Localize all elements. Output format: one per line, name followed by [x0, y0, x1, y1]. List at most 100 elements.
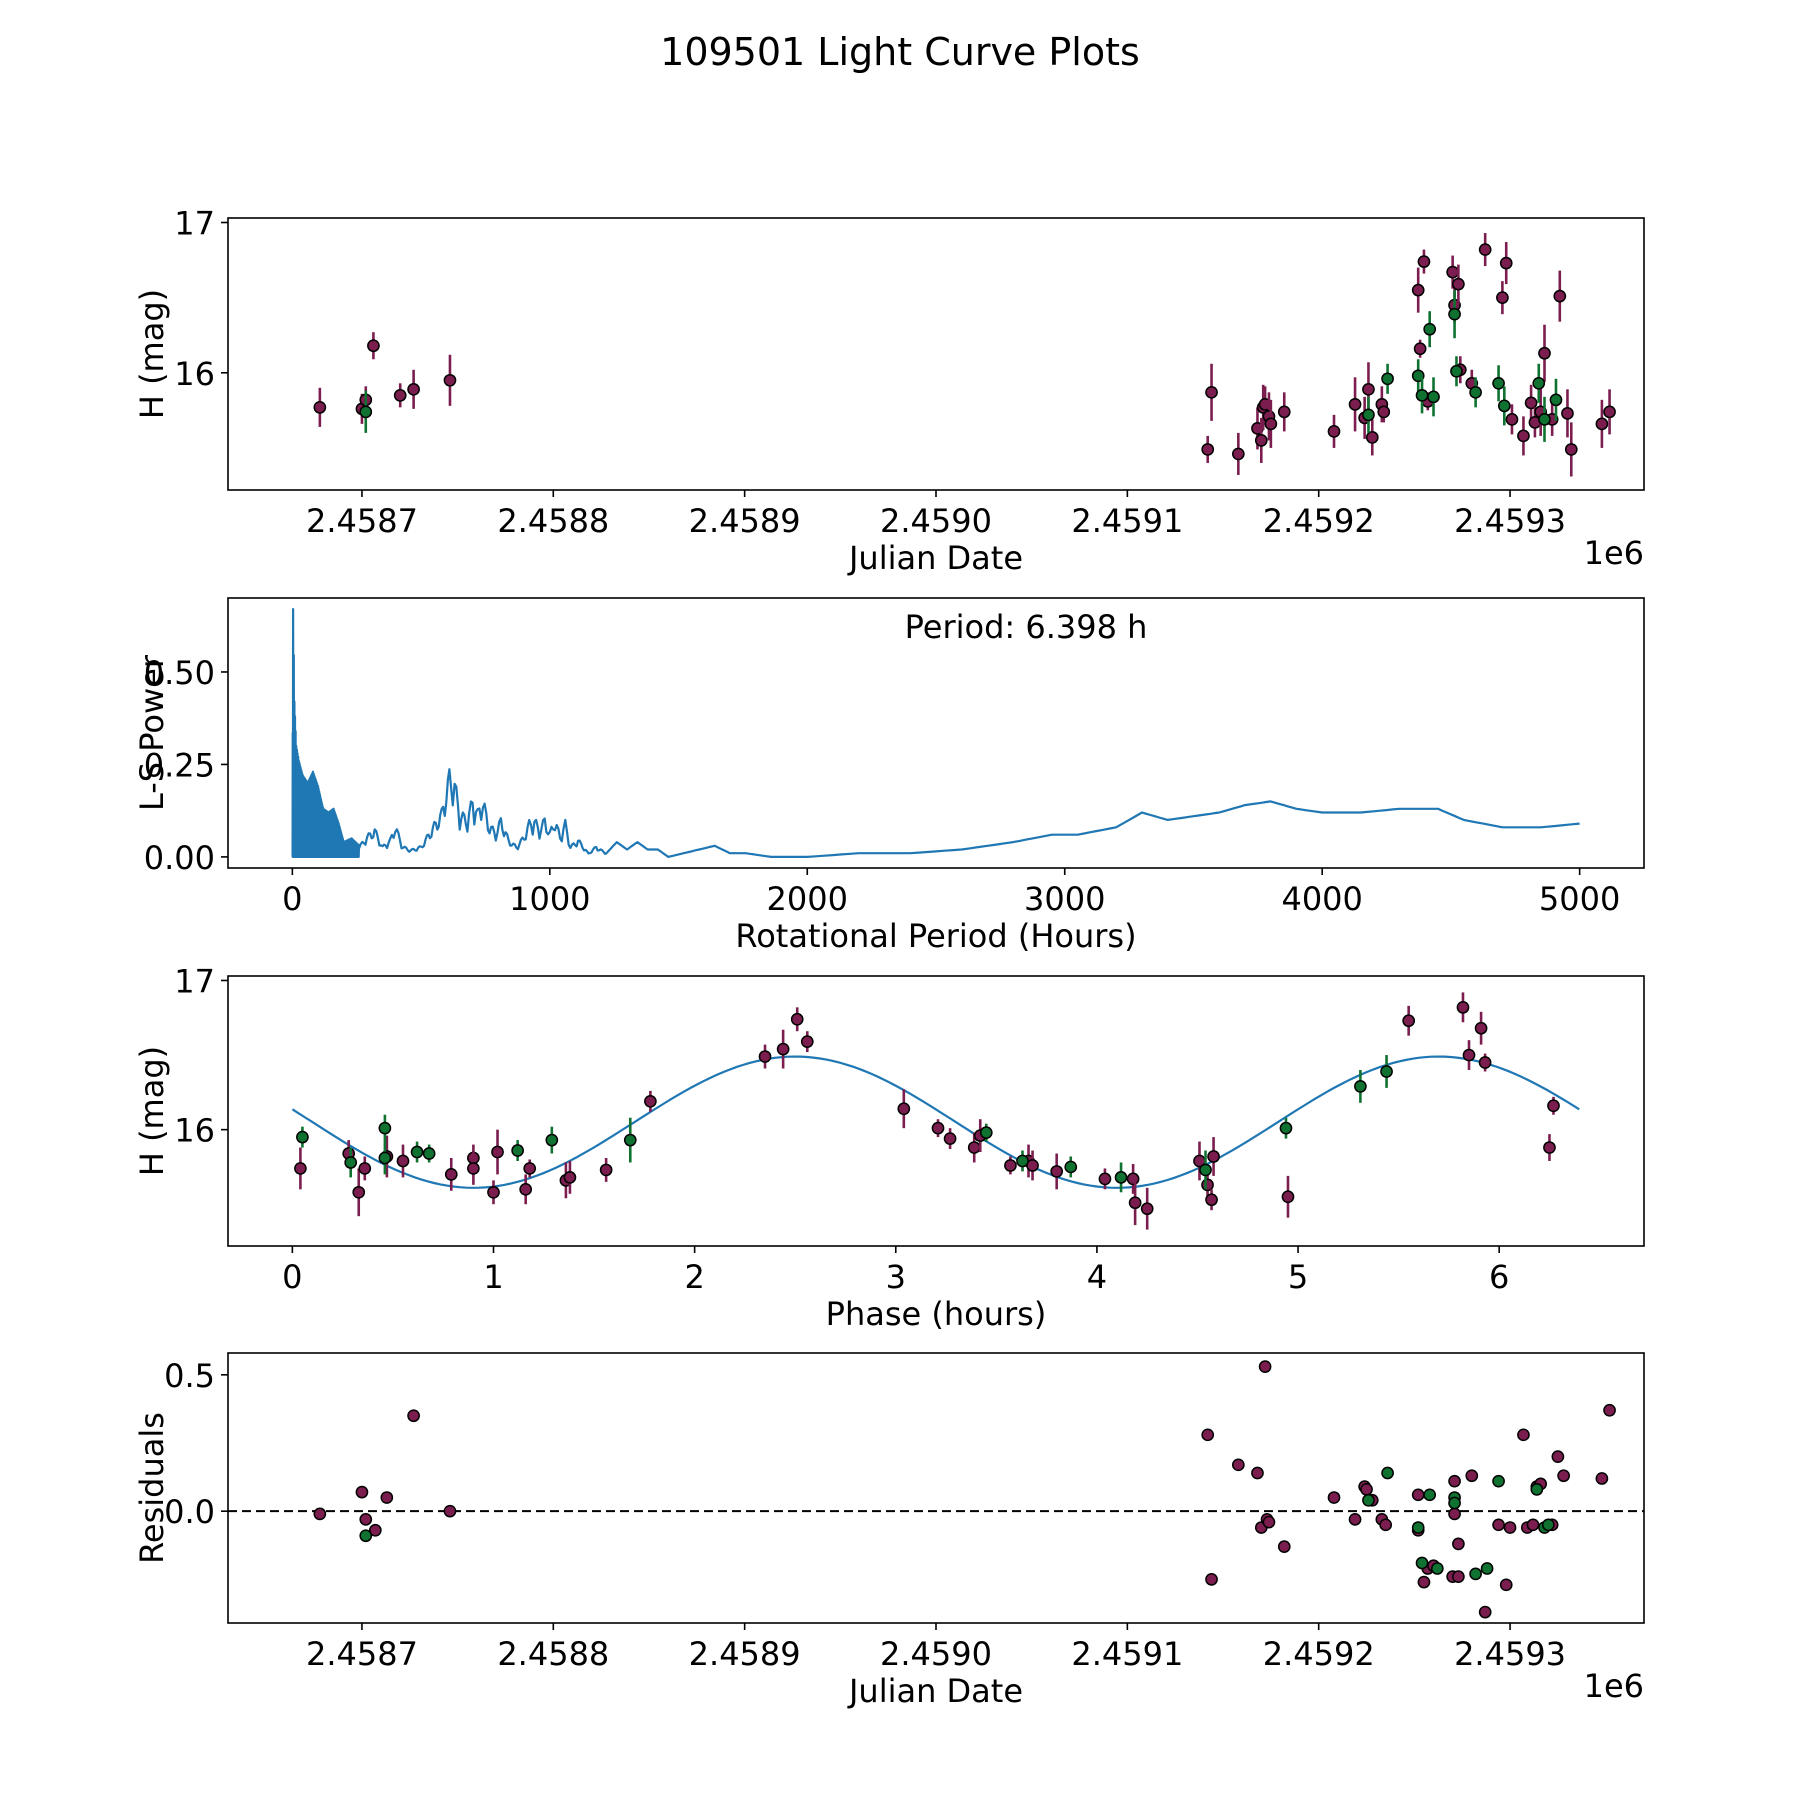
data-point-filter-a	[1411, 1488, 1425, 1502]
x-tick-label: 1000	[509, 880, 590, 918]
data-point-filter-a	[1207, 1150, 1220, 1163]
periodogram-line	[291, 607, 1580, 859]
data-point-filter-a	[407, 1409, 420, 1423]
x-tick-label: 2.4590	[880, 1635, 992, 1673]
data-point-filter-a	[1402, 1014, 1416, 1028]
data-point-filter-a	[1377, 405, 1391, 419]
x-tick-label: 2.4591	[1071, 1635, 1183, 1673]
data-point-filter-a	[1264, 417, 1278, 431]
data-point-filter-a	[1452, 1537, 1465, 1551]
data-point-filter-a	[943, 1132, 957, 1145]
data-point-filter-a	[1281, 1190, 1295, 1204]
data-point-filter-b	[1279, 1121, 1293, 1135]
x-tick-label: 4	[1087, 1258, 1107, 1296]
data-point-filter-b	[1492, 1474, 1505, 1488]
data-point-filter-a	[897, 1102, 911, 1116]
data-point-filter-b	[1411, 1521, 1425, 1534]
data-point-filter-a	[1360, 1483, 1373, 1496]
x-axis-label: Julian Date	[847, 539, 1023, 577]
data-point-filter-a	[1478, 243, 1492, 256]
y-tick-label: 0.0	[164, 1493, 215, 1531]
x-tick-label: 0	[282, 1258, 302, 1296]
x-axis-label: Julian Date	[847, 1672, 1023, 1710]
data-point-filter-a	[1417, 255, 1431, 268]
data-point-filter-a	[1251, 1466, 1264, 1480]
y-tick-label: 0.25	[144, 746, 215, 784]
data-point-filter-b	[1430, 1562, 1444, 1575]
plot-area	[291, 607, 1580, 859]
data-point-filter-a	[1503, 1521, 1517, 1534]
data-point-filter-a	[444, 1168, 458, 1181]
data-point-filter-a	[1524, 396, 1538, 410]
data-point-filter-b	[344, 1156, 358, 1169]
data-point-filter-a	[1004, 1159, 1017, 1172]
data-point-filter-a	[1595, 417, 1609, 431]
y-tick-label: 0.5	[164, 1357, 215, 1395]
data-point-filter-b	[979, 1126, 993, 1139]
data-point-filter-a	[368, 1523, 382, 1537]
data-point-filter-a	[563, 1171, 577, 1184]
data-point-filter-a	[1231, 447, 1245, 461]
x-tick-label: 2	[684, 1258, 704, 1296]
data-point-filter-a	[1262, 1515, 1276, 1529]
data-point-filter-b	[1492, 376, 1505, 390]
data-point-filter-b	[1415, 1556, 1429, 1570]
data-point-filter-a	[1277, 1540, 1291, 1553]
x-tick-label: 5000	[1539, 880, 1620, 918]
data-point-filter-a	[491, 1145, 504, 1159]
data-point-filter-a	[1327, 425, 1341, 438]
data-point-filter-b	[1549, 393, 1563, 407]
data-point-filter-b	[1480, 1562, 1494, 1575]
data-point-filter-b	[1362, 1493, 1375, 1507]
data-point-filter-a	[776, 1042, 790, 1056]
data-point-filter-a	[396, 1154, 410, 1168]
period-annotation: Period: 6.398 h	[905, 608, 1148, 646]
data-point-filter-a	[790, 1012, 804, 1026]
data-point-filter-a	[758, 1050, 772, 1063]
data-point-filter-a	[967, 1141, 981, 1154]
axes-frame	[227, 597, 1645, 869]
data-point-filter-b	[1381, 1466, 1394, 1480]
x-tick-label: 2.4593	[1454, 502, 1566, 540]
data-point-filter-a	[1496, 291, 1509, 304]
data-point-filter-b	[422, 1147, 436, 1160]
data-point-filter-a	[1448, 1507, 1461, 1521]
fit-curve	[291, 1055, 1580, 1189]
x-tick-label: 2.4588	[497, 1635, 609, 1673]
x-tick-label: 2.4592	[1263, 502, 1375, 540]
y-tick-label: 16	[174, 1112, 215, 1150]
data-point-filter-b	[511, 1144, 524, 1157]
y-axis-label: H (mag)	[133, 1046, 171, 1176]
data-point-filter-b	[1538, 413, 1551, 426]
data-point-filter-a	[1205, 1193, 1218, 1207]
data-point-filter-a	[313, 1507, 327, 1521]
data-point-filter-a	[380, 1491, 394, 1504]
data-point-filter-a	[443, 373, 457, 387]
data-point-filter-a	[1517, 1428, 1530, 1442]
data-point-filter-a	[519, 1182, 533, 1196]
panel-residuals: 2.4587 2.4588 2.4589 2.4590 2.4591 2.4592 2.45…	[133, 1352, 1645, 1710]
data-point-filter-a	[1201, 1428, 1215, 1442]
x-tick-label: 2.4587	[306, 1635, 418, 1673]
data-point-filter-a	[1126, 1172, 1140, 1186]
data-point-filter-a	[1348, 1513, 1362, 1526]
x-tick-label: 2.4588	[497, 502, 609, 540]
x-tick-label: 2.4590	[880, 502, 992, 540]
data-point-filter-a	[1277, 405, 1291, 419]
x-tick-label: 2.4593	[1454, 1635, 1566, 1673]
data-point-filter-a	[1140, 1202, 1154, 1216]
data-point-filter-a	[1499, 256, 1513, 270]
data-point-filter-a	[1564, 443, 1578, 456]
figure-title: 109501 Light Curve Plots	[660, 30, 1140, 74]
data-point-filter-b	[1532, 376, 1546, 390]
data-point-filter-b	[1114, 1171, 1128, 1184]
data-point-filter-a	[1557, 1469, 1570, 1483]
data-point-filter-b	[1469, 385, 1482, 399]
x-tick-label: 5	[1288, 1258, 1308, 1296]
data-point-filter-a	[1603, 1403, 1616, 1417]
x-tick-label: 3000	[1024, 880, 1105, 918]
y-tick-label: 17	[174, 962, 215, 1000]
panel-phased: 0 1 2 3 4 5 6 16 17 Phase (hours) H (mag)	[133, 962, 1645, 1333]
x-tick-label: 2.4587	[306, 502, 418, 540]
data-point-filter-a	[1595, 1472, 1609, 1485]
